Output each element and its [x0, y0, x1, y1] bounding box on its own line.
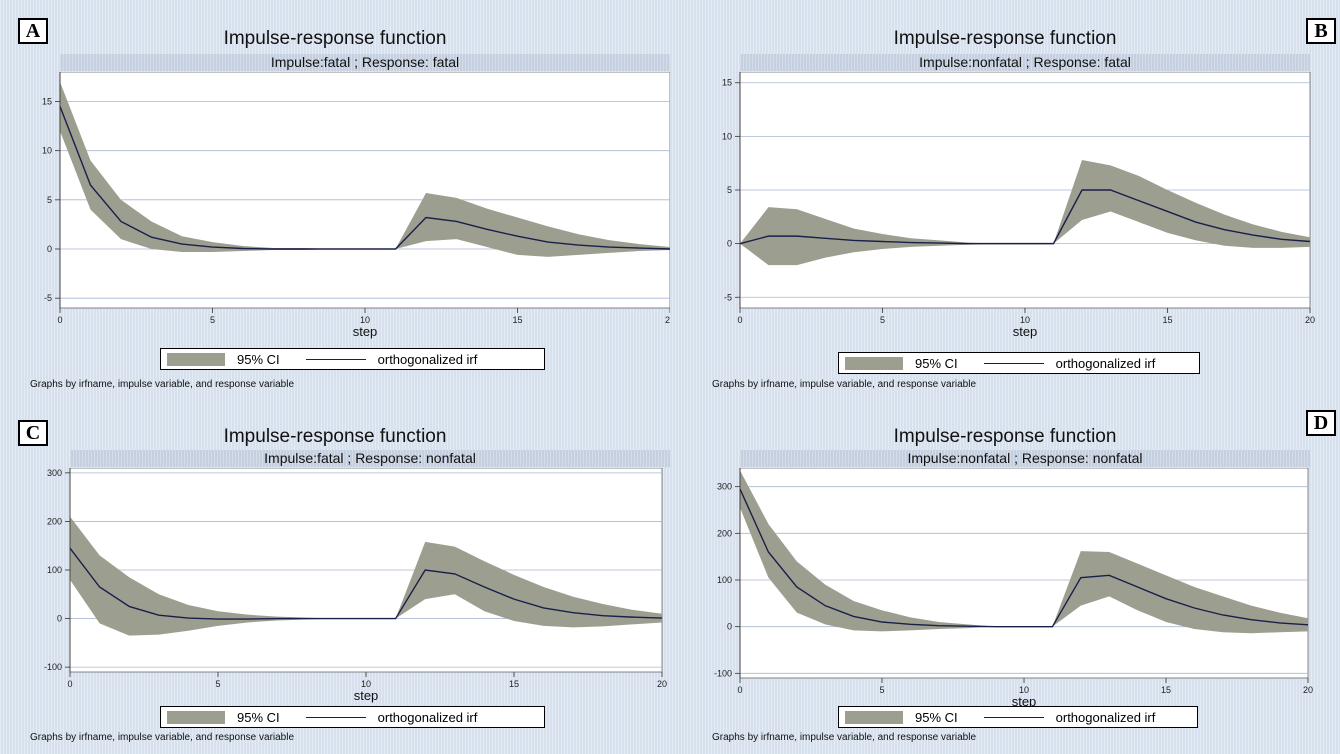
- plot-area: -5 0 5 10 15 0 5 10 15 20 step: [42, 72, 670, 339]
- x-axis-label: step: [1013, 324, 1038, 339]
- legend-ci-swatch: [845, 710, 903, 724]
- x-tick-label: 20: [665, 315, 670, 325]
- chart-title: Impulse-response function: [223, 426, 447, 447]
- irf-line: [69, 547, 663, 620]
- ci-band: [740, 470, 1308, 634]
- y-tick-label: 10: [42, 146, 52, 156]
- x-tick-label: 20: [1303, 685, 1313, 695]
- y-tick-label: 0: [727, 239, 732, 249]
- y-tick-label: 300: [717, 482, 732, 492]
- legend-irf-line: [305, 716, 366, 718]
- panel-letter: D: [1306, 410, 1336, 436]
- irf-line: [739, 189, 1311, 245]
- x-tick-label: 5: [880, 315, 885, 325]
- legend-irf-line: [983, 362, 1044, 364]
- legend-irf-line: [983, 716, 1044, 718]
- legend: 95% CI orthogonalized irf: [160, 706, 545, 728]
- legend-ci-swatch: [167, 710, 225, 724]
- legend-ci-label: 95% CI: [237, 351, 280, 367]
- y-tick-label: 100: [47, 565, 62, 575]
- y-tick-label: 5: [727, 185, 732, 195]
- x-tick-label: 15: [509, 679, 519, 689]
- legend-irf-label: orthogonalized irf: [377, 709, 478, 725]
- chart-title: Impulse-response function: [893, 28, 1117, 49]
- x-tick-label: 15: [1162, 315, 1172, 325]
- y-tick-label: 0: [47, 244, 52, 254]
- y-tick-label: -100: [44, 662, 62, 672]
- plot-area: -100 0 100 200 300 0 5 10 15 20 step: [44, 468, 667, 703]
- y-tick-label: -5: [724, 292, 732, 302]
- legend-ci-label: 95% CI: [915, 355, 958, 371]
- legend: 95% CI orthogonalized irf: [838, 352, 1200, 374]
- x-tick-label: 0: [67, 679, 72, 689]
- plot-area: -100 0 100 200 300 0 5 10 15 20 step: [714, 468, 1313, 709]
- legend-ci-label: 95% CI: [237, 709, 280, 725]
- x-tick-label: 10: [1019, 685, 1029, 695]
- x-tick-label: 10: [360, 315, 370, 325]
- y-tick-label: 0: [57, 614, 62, 624]
- legend-irf-label: orthogonalized irf: [377, 351, 478, 367]
- chart-title: Impulse-response function: [893, 426, 1117, 447]
- legend: 95% CI orthogonalized irf: [160, 348, 545, 370]
- plot-area: -5 0 5 10 15 0 5 10 15 20 step: [722, 72, 1315, 339]
- panel-letter: B: [1306, 18, 1336, 44]
- graph-note: Graphs by irfname, impulse variable, and…: [712, 379, 977, 390]
- chart-subtitle: Impulse:fatal ; Response: fatal: [60, 54, 670, 71]
- x-tick-label: 5: [215, 679, 220, 689]
- panel-b: B Impulse-response function Impulse:nonf…: [670, 0, 1340, 390]
- ci-band: [740, 159, 1310, 266]
- chart-subtitle: Impulse:nonfatal ; Response: nonfatal: [740, 450, 1310, 467]
- y-tick-label: 200: [717, 528, 732, 538]
- chart-subtitle: Impulse:fatal ; Response: nonfatal: [70, 450, 670, 467]
- legend-ci-swatch: [167, 352, 225, 366]
- y-tick-label: 5: [47, 195, 52, 205]
- legend: 95% CI orthogonalized irf: [838, 706, 1198, 728]
- x-tick-label: 5: [210, 315, 215, 325]
- panel-a: A Impulse-response function Impulse:fata…: [0, 0, 670, 390]
- plot-background: [739, 468, 1309, 679]
- legend-irf-line: [305, 358, 366, 360]
- irf-line: [739, 488, 1309, 628]
- irf-line: [59, 106, 670, 250]
- x-tick-label: 10: [361, 679, 371, 689]
- graph-note: Graphs by irfname, impulse variable, and…: [30, 732, 295, 743]
- legend-irf-label: orthogonalized irf: [1055, 709, 1156, 725]
- y-tick-label: 300: [47, 468, 62, 478]
- legend-irf-label: orthogonalized irf: [1055, 355, 1156, 371]
- x-tick-label: 15: [512, 315, 522, 325]
- x-tick-label: 0: [57, 315, 62, 325]
- y-tick-label: 0: [727, 622, 732, 632]
- x-axis-label: step: [1012, 694, 1037, 709]
- x-axis-label: step: [353, 324, 378, 339]
- x-tick-label: 20: [657, 679, 667, 689]
- y-tick-label: 200: [47, 516, 62, 526]
- y-tick-label: -5: [44, 293, 52, 303]
- x-tick-label: 0: [737, 315, 742, 325]
- y-tick-label: -100: [714, 668, 732, 678]
- y-tick-label: 15: [42, 97, 52, 107]
- x-tick-label: 10: [1020, 315, 1030, 325]
- panel-letter: C: [18, 420, 48, 446]
- panel-letter: A: [18, 18, 48, 44]
- legend-ci-label: 95% CI: [915, 709, 958, 725]
- x-tick-label: 5: [879, 685, 884, 695]
- legend-ci-swatch: [845, 356, 903, 370]
- panel-d: D Impulse-response function Impulse:nonf…: [670, 400, 1340, 754]
- x-tick-label: 20: [1305, 315, 1315, 325]
- chart-title: Impulse-response function: [223, 28, 447, 49]
- chart-subtitle: Impulse:nonfatal ; Response: fatal: [740, 54, 1310, 71]
- y-tick-label: 100: [717, 575, 732, 585]
- graph-note: Graphs by irfname, impulse variable, and…: [30, 379, 295, 390]
- plot-background: [59, 72, 670, 309]
- panel-c: C Impulse-response function Impulse:fata…: [0, 400, 670, 754]
- ci-band: [70, 516, 662, 636]
- x-tick-label: 0: [737, 685, 742, 695]
- x-tick-label: 15: [1161, 685, 1171, 695]
- y-tick-label: 15: [722, 78, 732, 88]
- y-tick-label: 10: [722, 131, 732, 141]
- x-axis-label: step: [354, 688, 379, 703]
- graph-note: Graphs by irfname, impulse variable, and…: [712, 732, 977, 743]
